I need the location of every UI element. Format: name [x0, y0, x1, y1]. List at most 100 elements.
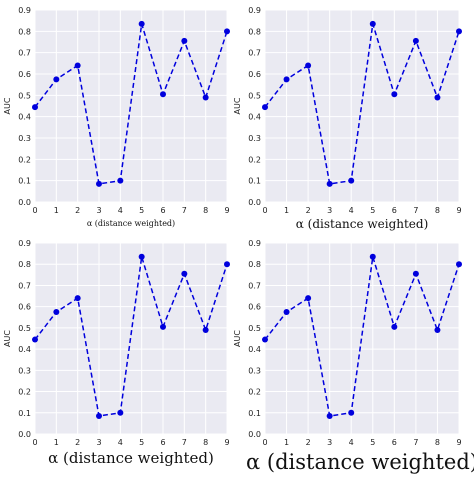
- data-point: [434, 94, 441, 101]
- y-tick-label: 0.2: [248, 155, 261, 164]
- y-tick-label: 0.2: [18, 155, 31, 164]
- data-point: [412, 270, 419, 277]
- data-point: [32, 336, 38, 343]
- y-tick-label: 0.6: [248, 70, 261, 79]
- data-point: [283, 76, 290, 83]
- x-tick-label: 6: [160, 438, 165, 447]
- y-tick-label: 0.2: [248, 388, 261, 397]
- x-tick-label: 0: [32, 438, 37, 447]
- y-tick-label: 0.1: [248, 177, 261, 186]
- y-axis-label: AUC: [233, 330, 242, 347]
- y-tick-label: 0.7: [18, 281, 31, 290]
- x-tick-label: 6: [392, 206, 397, 215]
- data-point: [326, 412, 333, 419]
- y-tick-label: 0.3: [248, 366, 261, 375]
- y-tick-label: 0.5: [248, 324, 261, 333]
- x-tick-label: 4: [118, 206, 123, 215]
- data-point: [74, 295, 81, 302]
- y-tick-label: 0.5: [18, 91, 31, 100]
- y-tick-label: 0.2: [18, 388, 31, 397]
- x-tick-label: 1: [54, 438, 59, 447]
- data-point: [96, 412, 102, 419]
- data-point: [138, 253, 145, 260]
- data-point: [283, 308, 290, 315]
- y-tick-label: 0.3: [18, 134, 31, 143]
- data-point: [117, 177, 124, 184]
- x-tick-label: 2: [75, 206, 80, 215]
- data-point: [224, 28, 230, 35]
- chart-panel-2: 0 1 2 3 4 5 6 7 8 9 0.0 0.1 0.2 0.3 0.4 0.5 0.6 0.7 0.8 0.9…: [233, 6, 462, 231]
- data-point: [348, 409, 355, 416]
- x-tick-label: 2: [306, 206, 311, 215]
- x-tick-label: 2: [75, 438, 80, 447]
- x-axis-label: α (distance weighted): [87, 219, 175, 228]
- x-tick-label: 9: [456, 206, 461, 215]
- x-tick-label: 6: [392, 438, 397, 447]
- y-tick-label: 0.0: [18, 430, 31, 439]
- y-tick-label: 0.9: [248, 239, 261, 248]
- x-tick-label: 3: [327, 206, 332, 215]
- data-point: [391, 91, 398, 98]
- x-tick-label: 5: [139, 438, 144, 447]
- x-tick-label: 3: [96, 206, 101, 215]
- y-tick-label: 0.7: [248, 49, 261, 58]
- y-tick-label: 0.0: [248, 198, 261, 207]
- y-tick-label: 0.0: [248, 430, 261, 439]
- x-tick-label: 3: [96, 438, 101, 447]
- y-tick-label: 0.4: [18, 113, 31, 122]
- y-tick-label: 0.8: [248, 260, 261, 269]
- y-tick-label: 0.8: [248, 27, 261, 36]
- y-tick-label: 0.4: [248, 345, 261, 354]
- y-tick-label: 0.6: [18, 303, 31, 312]
- x-tick-label: 4: [118, 438, 123, 447]
- y-tick-label: 0.3: [18, 366, 31, 375]
- x-tick-label: 1: [54, 206, 59, 215]
- y-tick-label: 0.9: [18, 239, 31, 248]
- data-point: [181, 270, 188, 277]
- y-axis-label: AUC: [3, 330, 12, 347]
- y-tick-label: 0.9: [248, 6, 261, 15]
- x-tick-label: 0: [262, 438, 267, 447]
- data-point: [202, 94, 209, 101]
- data-point: [434, 327, 441, 334]
- x-axis-label: α (distance weighted): [48, 449, 214, 467]
- x-tick-label: 0: [32, 206, 37, 215]
- y-tick-label: 0.4: [18, 345, 31, 354]
- data-point: [74, 62, 81, 69]
- data-point: [160, 91, 166, 98]
- x-tick-label: 7: [182, 438, 187, 447]
- x-tick-label: 0: [262, 206, 267, 215]
- series-line: [264, 23, 460, 185]
- x-tick-label: 5: [370, 206, 375, 215]
- data-point: [224, 261, 230, 268]
- plot-background: [265, 243, 459, 434]
- data-point: [456, 28, 462, 35]
- x-tick-label: 9: [224, 206, 229, 215]
- y-tick-label: 0.7: [248, 281, 261, 290]
- data-point: [305, 295, 312, 302]
- data-point: [96, 180, 102, 187]
- x-tick-label: 4: [349, 438, 354, 447]
- data-point: [348, 177, 355, 184]
- x-tick-label: 1: [284, 438, 289, 447]
- data-point: [117, 409, 124, 416]
- x-tick-label: 5: [139, 206, 144, 215]
- data-point: [202, 327, 209, 334]
- y-tick-label: 0.8: [18, 260, 31, 269]
- x-tick-label: 1: [284, 206, 289, 215]
- y-tick-label: 0.5: [18, 324, 31, 333]
- y-axis-label: AUC: [3, 97, 12, 114]
- data-point: [138, 20, 145, 27]
- series-line: [264, 256, 460, 417]
- x-axis-label: α (distance weighted): [296, 217, 429, 231]
- y-tick-label: 0.4: [248, 113, 261, 122]
- y-tick-label: 0.1: [18, 177, 31, 186]
- y-tick-label: 0.6: [248, 303, 261, 312]
- y-tick-label: 0.0: [18, 198, 31, 207]
- x-tick-label: 8: [435, 438, 440, 447]
- data-point: [32, 104, 38, 111]
- x-tick-label: 6: [160, 206, 165, 215]
- chart-panel-1: 0 1 2 3 4 5 6 7 8 9 0.0 0.1 0.2 0.3 0.4 0.5 0.6 0.7 0.8 0.9…: [3, 6, 230, 228]
- y-tick-label: 0.5: [248, 91, 261, 100]
